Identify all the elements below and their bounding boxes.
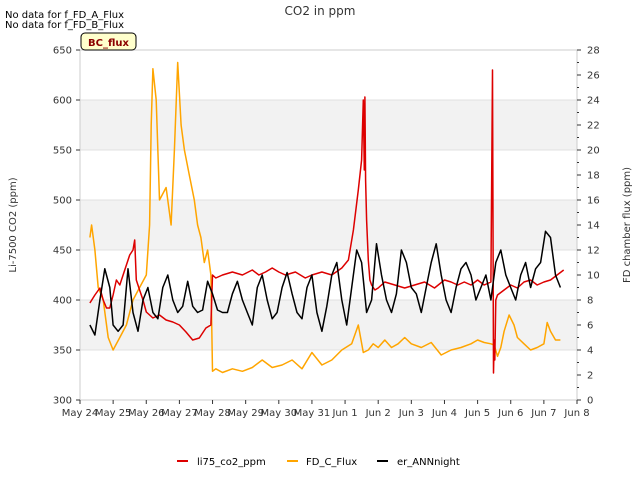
no-data-note-a: No data for f_FD_A_Flux (5, 10, 124, 21)
y-right-tick-label: 4 (587, 346, 593, 357)
x-tick-label: Jun 5 (464, 408, 490, 419)
background-band (80, 100, 577, 150)
y-axis-right-label: FD chamber flux (ppm) (622, 167, 633, 283)
x-tick-label: Jun 4 (431, 408, 457, 419)
y-left-tick-label: 600 (53, 96, 72, 107)
legend: li75_co2_ppm FD_C_Flux er_ANNnight (177, 457, 460, 468)
y-axis-left-ticks: 300 350 400 450 500 550 600 650 (53, 46, 80, 407)
y-right-tick-label: 14 (587, 221, 600, 232)
bc-flux-badge-label: BC_flux (88, 38, 129, 49)
x-tick-label: May 31 (294, 408, 331, 419)
y-right-tick-label: 6 (587, 321, 593, 332)
x-tick-label: Jun 7 (530, 408, 556, 419)
y-left-tick-label: 550 (53, 146, 72, 157)
legend-label-er: er_ANNnight (397, 457, 460, 468)
series-line-li75_co2_ppm (89, 69, 565, 374)
x-tick-label: May 24 (62, 408, 99, 419)
x-tick-label: May 28 (194, 408, 231, 419)
y-axis-left-label: Li-7500 CO2 (ppm) (8, 177, 19, 272)
y-left-tick-label: 300 (53, 396, 72, 407)
y-left-tick-label: 400 (53, 296, 72, 307)
y-left-tick-label: 650 (53, 46, 72, 57)
y-right-tick-label: 20 (587, 146, 600, 157)
x-tick-label: Jun 8 (563, 408, 589, 419)
y-right-tick-label: 22 (587, 121, 600, 132)
x-tick-label: Jun 6 (497, 408, 523, 419)
y-right-tick-label: 2 (587, 371, 593, 382)
y-right-tick-label: 10 (587, 271, 600, 282)
y-left-tick-label: 450 (53, 246, 72, 257)
x-tick-label: May 27 (161, 408, 198, 419)
series-line-er_ANNnight (89, 230, 562, 336)
y-right-tick-label: 16 (587, 196, 600, 207)
y-right-tick-label: 12 (587, 246, 600, 257)
x-tick-label: May 30 (261, 408, 298, 419)
x-tick-label: May 29 (227, 408, 264, 419)
y-right-tick-label: 8 (587, 296, 593, 307)
bc-flux-badge: BC_flux (80, 32, 137, 51)
no-data-note-b: No data for f_FD_B_Flux (5, 20, 124, 31)
background-band (80, 200, 577, 250)
bc-flux-badge-box (80, 32, 137, 51)
series-line-FD_C_Flux (89, 61, 561, 374)
y-right-tick-label: 18 (587, 171, 600, 182)
series-layer (89, 61, 565, 374)
plot-background-bands (80, 100, 577, 350)
y-right-tick-label: 0 (587, 396, 593, 407)
x-tick-label: Jun 2 (365, 408, 391, 419)
y-right-tick-label: 24 (587, 96, 600, 107)
y-left-tick-label: 350 (53, 346, 72, 357)
y-left-tick-label: 500 (53, 196, 72, 207)
y-right-tick-label: 28 (587, 46, 600, 57)
x-tick-label: May 26 (128, 408, 165, 419)
y-right-tick-label: 26 (587, 71, 600, 82)
legend-label-li75: li75_co2_ppm (197, 457, 266, 468)
legend-label-fdc: FD_C_Flux (306, 457, 357, 468)
chart-title: CO2 in ppm (285, 4, 356, 18)
x-tick-label: Jun 1 (331, 408, 357, 419)
x-tick-label: May 25 (95, 408, 132, 419)
x-tick-label: Jun 3 (398, 408, 424, 419)
